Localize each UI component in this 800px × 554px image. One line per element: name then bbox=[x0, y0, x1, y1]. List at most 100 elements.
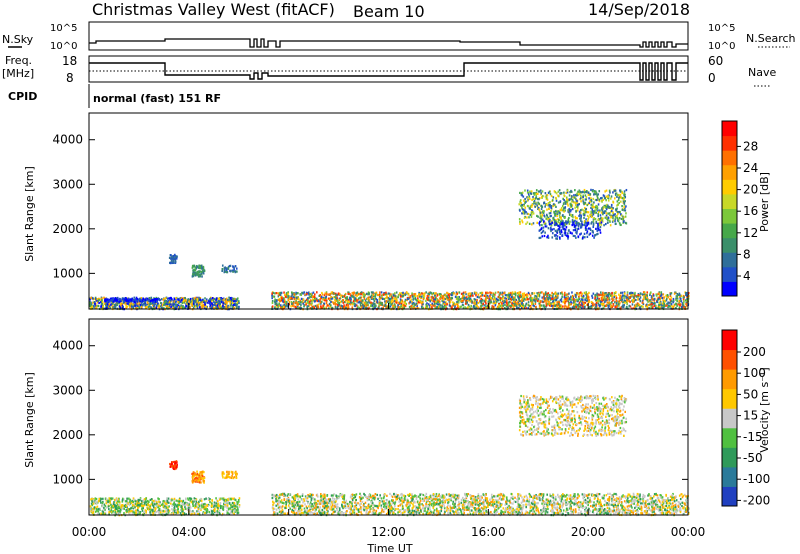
echo-cell bbox=[202, 304, 204, 307]
echo-cell bbox=[404, 302, 406, 305]
echo-cell bbox=[373, 307, 376, 310]
echo-cell bbox=[591, 230, 594, 233]
echo-cell bbox=[561, 219, 563, 222]
echo-cell bbox=[225, 271, 228, 274]
echo-cell bbox=[434, 298, 437, 301]
echo-cell bbox=[312, 295, 315, 298]
echo-cell bbox=[213, 307, 215, 310]
colorbar-frame bbox=[721, 120, 738, 297]
echo-cell bbox=[562, 301, 565, 304]
echo-cell bbox=[95, 305, 98, 308]
echo-cell bbox=[632, 296, 635, 299]
echo-cell bbox=[569, 231, 572, 234]
echo-cell bbox=[223, 269, 226, 272]
echo-cell bbox=[531, 223, 533, 226]
echo-cell bbox=[533, 193, 536, 196]
echo-cell bbox=[356, 298, 358, 302]
echo-cell bbox=[127, 302, 129, 305]
echo-cell bbox=[346, 296, 348, 299]
echo-cell bbox=[576, 300, 579, 303]
echo-cell bbox=[181, 302, 184, 305]
echo-cell bbox=[682, 302, 685, 305]
echo-cell bbox=[200, 300, 202, 303]
echo-cell bbox=[539, 236, 542, 239]
echo-cell bbox=[595, 303, 597, 306]
echo-cell bbox=[102, 305, 104, 308]
echo-cell bbox=[193, 272, 196, 276]
echo-cell bbox=[563, 191, 565, 194]
echo-cell bbox=[539, 300, 542, 303]
echo-cell bbox=[624, 292, 626, 295]
echo-cell bbox=[125, 303, 127, 306]
echo-cell bbox=[554, 295, 557, 298]
echo-cell bbox=[224, 302, 227, 305]
echo-cell bbox=[194, 296, 197, 299]
echo-cell bbox=[600, 211, 603, 214]
echo-cell bbox=[335, 299, 338, 303]
echo-cell bbox=[202, 298, 204, 301]
echo-cell bbox=[577, 225, 580, 228]
echo-cell bbox=[540, 216, 543, 219]
echo-cell bbox=[125, 297, 128, 300]
echo-cell bbox=[548, 190, 551, 193]
echo-cell bbox=[428, 293, 431, 296]
echo-cell bbox=[576, 230, 578, 233]
echo-cell bbox=[548, 302, 551, 305]
echo-cell bbox=[191, 304, 193, 307]
echo-cell bbox=[588, 291, 590, 294]
echo-cell bbox=[594, 298, 597, 301]
echo-cell bbox=[526, 216, 528, 219]
echo-cell bbox=[277, 306, 280, 309]
echo-cell bbox=[632, 300, 634, 303]
echo-cell bbox=[601, 302, 603, 305]
echo-cell bbox=[628, 292, 631, 295]
echo-cell bbox=[560, 206, 563, 210]
echo-cell bbox=[575, 298, 578, 301]
echo-cell bbox=[605, 189, 608, 192]
echo-cell bbox=[375, 298, 378, 301]
echo-cell bbox=[319, 298, 321, 302]
echo-cell bbox=[140, 301, 143, 304]
echo-cell bbox=[593, 303, 596, 306]
echo-cell bbox=[534, 302, 537, 305]
echo-cell bbox=[334, 298, 336, 302]
echo-cell bbox=[335, 298, 338, 301]
echo-cell bbox=[577, 298, 579, 301]
echo-cell bbox=[558, 210, 561, 213]
echo-cell bbox=[591, 221, 593, 224]
echo-cell bbox=[620, 217, 623, 221]
echo-cell bbox=[599, 218, 601, 221]
echo-cell bbox=[578, 192, 581, 195]
echo-cell bbox=[602, 303, 605, 307]
echo-cell bbox=[221, 300, 224, 303]
echo-cell bbox=[475, 292, 478, 295]
echo-cell bbox=[570, 197, 572, 201]
echo-cell bbox=[578, 203, 580, 206]
echo-cell bbox=[557, 194, 559, 197]
echo-cell bbox=[651, 295, 653, 298]
echo-cell bbox=[288, 303, 291, 306]
echo-cell bbox=[626, 294, 629, 297]
echo-cell bbox=[96, 301, 99, 304]
echo-cell bbox=[138, 298, 140, 301]
echo-cell bbox=[425, 303, 427, 306]
echo-cell bbox=[611, 220, 614, 223]
echo-cell bbox=[538, 197, 540, 201]
echo-cell bbox=[621, 298, 624, 301]
echo-cell bbox=[346, 306, 348, 309]
echo-cell bbox=[545, 291, 547, 294]
echo-cell bbox=[555, 237, 557, 240]
echo-cell bbox=[347, 292, 350, 295]
nsky-tick-max: 10^5 bbox=[50, 23, 77, 34]
echo-cell bbox=[589, 232, 592, 235]
echo-cell bbox=[643, 295, 645, 298]
echo-cell bbox=[359, 300, 361, 303]
echo-cell bbox=[441, 304, 443, 307]
echo-cell bbox=[485, 306, 488, 309]
echo-cell bbox=[501, 299, 504, 303]
echo-cell bbox=[422, 301, 424, 304]
echo-cell bbox=[632, 293, 634, 296]
echo-cell bbox=[169, 296, 172, 300]
echo-cell bbox=[582, 209, 585, 212]
echo-cell bbox=[518, 296, 520, 299]
